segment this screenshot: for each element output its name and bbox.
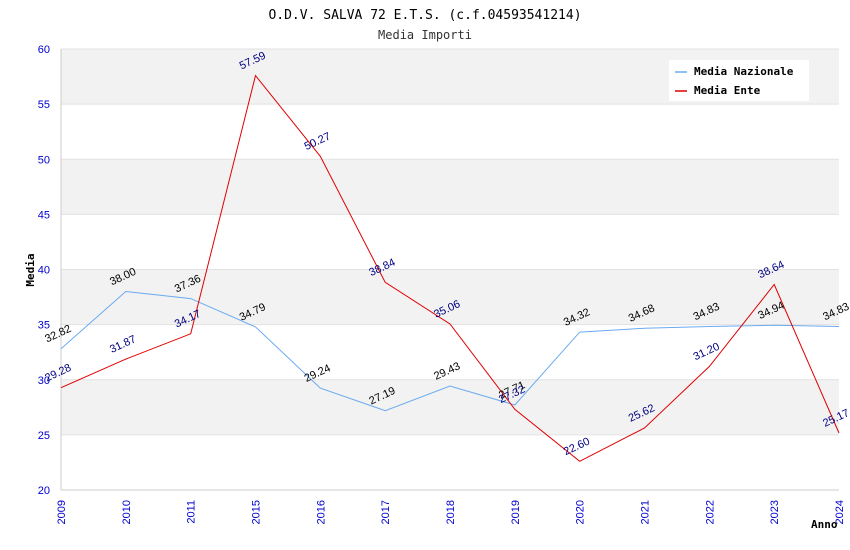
x-tick-label: 2019 bbox=[510, 500, 522, 524]
legend: Media Nazionale Media Ente bbox=[669, 60, 809, 101]
y-tick-label: 25 bbox=[38, 430, 50, 442]
x-tick-label: 2017 bbox=[380, 500, 392, 524]
x-tick-label: 2010 bbox=[121, 500, 133, 524]
y-axis: 20 25 30 35 40 45 50 55 60 bbox=[38, 44, 62, 497]
y-tick-label: 30 bbox=[38, 375, 50, 387]
grid-band bbox=[61, 434, 839, 490]
grid-band bbox=[61, 379, 839, 435]
x-tick-label: 2009 bbox=[56, 500, 68, 524]
legend-box bbox=[669, 60, 809, 101]
x-tick-label: 2024 bbox=[834, 500, 846, 524]
legend-label-naz: Media Nazionale bbox=[694, 65, 794, 78]
legend-label-ente: Media Ente bbox=[694, 84, 761, 97]
x-tick-label: 2011 bbox=[186, 500, 198, 524]
y-tick-label: 40 bbox=[38, 265, 50, 277]
x-tick-label: 2023 bbox=[769, 500, 781, 524]
x-tick-label: 2015 bbox=[251, 500, 263, 524]
y-tick-label: 35 bbox=[38, 320, 50, 332]
x-axis: 2009 2010 2011 2015 2016 2017 2018 2019 2020 2021… bbox=[56, 489, 846, 524]
y-tick-label: 50 bbox=[38, 154, 50, 166]
series-line-media-nazionale bbox=[60, 290, 840, 412]
series-group bbox=[60, 74, 840, 462]
x-tick-label: 2016 bbox=[315, 500, 327, 524]
y-tick-label: 20 bbox=[38, 485, 50, 497]
grid-band bbox=[61, 214, 839, 270]
grid-bands bbox=[61, 48, 839, 491]
y-tick-label: 45 bbox=[38, 209, 50, 221]
y-tick-label: 55 bbox=[38, 99, 50, 111]
y-axis-label: Media bbox=[24, 253, 37, 286]
x-tick-label: 2022 bbox=[704, 500, 716, 524]
x-axis-label: Anno bbox=[811, 518, 838, 531]
chart-subtitle: Media Importi bbox=[378, 28, 472, 42]
x-tick-label: 2021 bbox=[640, 500, 652, 524]
grid-band bbox=[61, 269, 839, 325]
x-tick-label: 2018 bbox=[445, 500, 457, 524]
grid-band bbox=[61, 104, 839, 160]
grid-band bbox=[61, 159, 839, 215]
series-line-media-ente bbox=[60, 74, 840, 462]
y-tick-label: 60 bbox=[38, 44, 50, 56]
x-tick-label: 2020 bbox=[575, 500, 587, 524]
chart-title: O.D.V. SALVA 72 E.T.S. (c.f.04593541214) bbox=[268, 8, 581, 23]
